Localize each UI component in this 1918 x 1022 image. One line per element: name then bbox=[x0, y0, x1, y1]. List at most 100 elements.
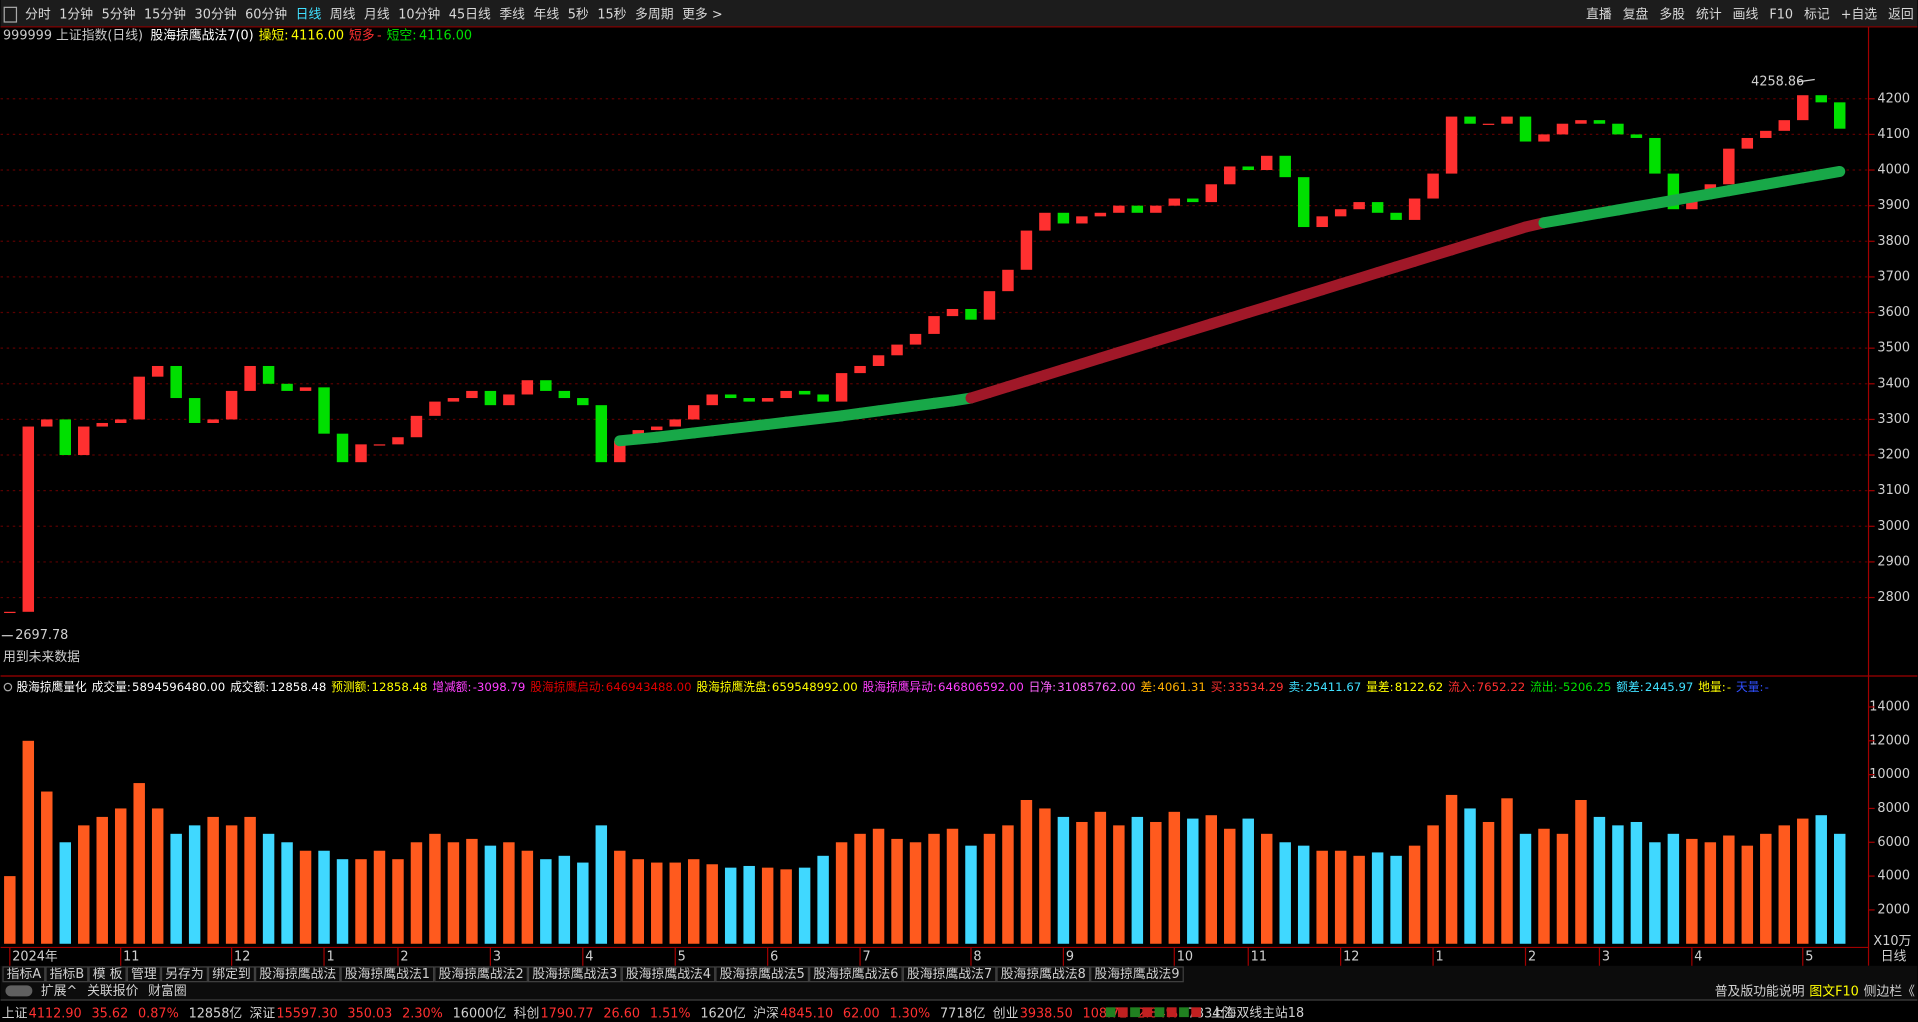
indicator-tab[interactable]: 股海掠鹰战法2 bbox=[439, 966, 524, 982]
volume-bar bbox=[336, 859, 349, 944]
tab[interactable]: 图文F10 bbox=[1809, 984, 1858, 999]
indicator-tab[interactable]: 股海掠鹰战法5 bbox=[720, 966, 805, 982]
x-tick-label: 1 bbox=[1436, 950, 1444, 965]
text: 1.30% bbox=[889, 1006, 930, 1021]
volume-bar bbox=[1224, 828, 1236, 944]
volume-bar bbox=[1575, 799, 1587, 944]
candle bbox=[133, 376, 145, 420]
toolbar-button[interactable]: 复盘 bbox=[1623, 6, 1649, 22]
indicator-tab[interactable]: 股海掠鹰战法6 bbox=[813, 966, 898, 982]
indicator-tab[interactable]: 股海掠鹰战法8 bbox=[1001, 966, 1086, 982]
volume-bar bbox=[1039, 808, 1051, 944]
text: 预测额: bbox=[331, 680, 370, 694]
period-button[interactable]: 30分钟 bbox=[195, 6, 237, 22]
toolbar-button[interactable]: 直播 bbox=[1586, 7, 1612, 22]
candle bbox=[872, 355, 885, 366]
indicator-tab[interactable]: 股海掠鹰战法3 bbox=[532, 966, 617, 982]
indicator-tab[interactable]: 股海掠鹰战法 bbox=[259, 966, 336, 982]
signal-icon bbox=[1130, 1007, 1140, 1018]
toolbar-button[interactable]: +自选 bbox=[1841, 7, 1878, 22]
volume-bar bbox=[946, 828, 959, 944]
candle bbox=[946, 308, 959, 317]
tab[interactable]: 关联报价 bbox=[87, 984, 138, 999]
volume-bar bbox=[983, 833, 996, 944]
toolbar-button[interactable]: 多股 bbox=[1659, 7, 1685, 22]
period-button[interactable]: 10分钟 bbox=[398, 6, 440, 22]
volume-bar bbox=[1815, 815, 1827, 944]
period-button[interactable]: 年线 bbox=[534, 7, 560, 22]
indicator-tab[interactable]: 股海掠鹰战法1 bbox=[345, 966, 430, 982]
candle bbox=[558, 390, 571, 399]
candle bbox=[614, 440, 626, 463]
text: 成交额: bbox=[230, 680, 269, 694]
toolbar-button[interactable]: F10 bbox=[1769, 7, 1793, 22]
toolbar-button[interactable]: 返回 bbox=[1888, 7, 1914, 22]
candle bbox=[318, 387, 330, 434]
volume-bar bbox=[909, 842, 922, 944]
candle bbox=[1187, 198, 1199, 203]
indicator-tab[interactable]: 股海掠鹰战法4 bbox=[626, 966, 711, 982]
volume-bar bbox=[1612, 825, 1624, 944]
volume-bar bbox=[410, 842, 423, 944]
indicator-tab[interactable]: 模 板 bbox=[93, 967, 123, 982]
text: 科创 bbox=[514, 1006, 540, 1021]
volume-bar bbox=[1741, 845, 1754, 944]
period-button[interactable]: 15秒 bbox=[597, 7, 626, 22]
indicator-tab[interactable]: 股海掠鹰战法9 bbox=[1094, 966, 1179, 982]
tab-border bbox=[621, 966, 716, 983]
y-tick-label: 2000 bbox=[1877, 902, 1910, 917]
volume-bar bbox=[188, 825, 201, 944]
indicator-tab[interactable]: 管理 bbox=[131, 967, 157, 982]
indicator-tab[interactable]: 指标A bbox=[7, 967, 42, 982]
text: 12858.48 bbox=[372, 680, 428, 694]
tab[interactable]: 侧边栏《 bbox=[1864, 984, 1915, 999]
period-button[interactable]: 多周期 bbox=[635, 7, 673, 22]
toolbar-button[interactable]: 画线 bbox=[1733, 7, 1759, 22]
candle bbox=[1039, 212, 1051, 231]
toolbar-button[interactable]: 统计 bbox=[1696, 7, 1722, 22]
volume-bar bbox=[1723, 835, 1735, 944]
menu-icon[interactable] bbox=[3, 6, 18, 23]
y-tick-label: 8000 bbox=[1877, 801, 1910, 816]
period-button[interactable]: 60分钟 bbox=[245, 6, 287, 22]
tab-border bbox=[527, 966, 622, 983]
period-button[interactable]: 15分钟 bbox=[144, 6, 186, 22]
toolbar-button[interactable]: 标记 bbox=[1804, 7, 1830, 22]
period-button[interactable]: 日线 bbox=[296, 7, 322, 22]
candle bbox=[651, 426, 663, 431]
candle bbox=[429, 401, 441, 416]
volume-bar bbox=[225, 825, 238, 944]
period-button[interactable]: 5秒 bbox=[568, 7, 589, 22]
volume-bar bbox=[429, 833, 441, 944]
period-button[interactable]: 周线 bbox=[330, 7, 356, 22]
period-button[interactable]: 5分钟 bbox=[102, 6, 136, 22]
indicator-tab[interactable]: 绑定到 bbox=[212, 967, 250, 982]
period-button[interactable]: 季线 bbox=[499, 7, 525, 22]
volume-bar bbox=[1187, 818, 1199, 944]
candle bbox=[1224, 166, 1236, 185]
candle bbox=[22, 426, 35, 612]
indicator-tab[interactable]: 另存为 bbox=[165, 967, 203, 982]
text: 12858亿 bbox=[189, 1006, 243, 1021]
period-button[interactable]: 分时 bbox=[25, 7, 51, 22]
period-button[interactable]: 1分钟 bbox=[59, 6, 93, 22]
tab[interactable]: 扩展^ bbox=[41, 984, 77, 999]
indicator-tab[interactable]: 指标B bbox=[50, 967, 84, 982]
period-button[interactable]: 月线 bbox=[364, 7, 390, 22]
tab-border bbox=[715, 966, 810, 983]
candle bbox=[1076, 216, 1088, 224]
indicator-tab[interactable]: 股海掠鹰战法7 bbox=[907, 966, 992, 982]
volume-bar bbox=[558, 855, 571, 944]
toggle[interactable] bbox=[5, 985, 33, 997]
candle bbox=[244, 365, 256, 391]
text: 31085762.00 bbox=[1057, 680, 1135, 694]
candle bbox=[1686, 198, 1698, 210]
candle bbox=[1057, 212, 1070, 224]
period-button[interactable]: 45日线 bbox=[449, 7, 491, 22]
tab[interactable]: 财富圈 bbox=[148, 983, 186, 999]
tab[interactable]: 普及版功能说明 bbox=[1715, 984, 1805, 999]
period-button[interactable]: 更多 > bbox=[682, 7, 722, 22]
candle bbox=[1519, 116, 1532, 142]
x-tick-label: 7 bbox=[863, 950, 871, 965]
